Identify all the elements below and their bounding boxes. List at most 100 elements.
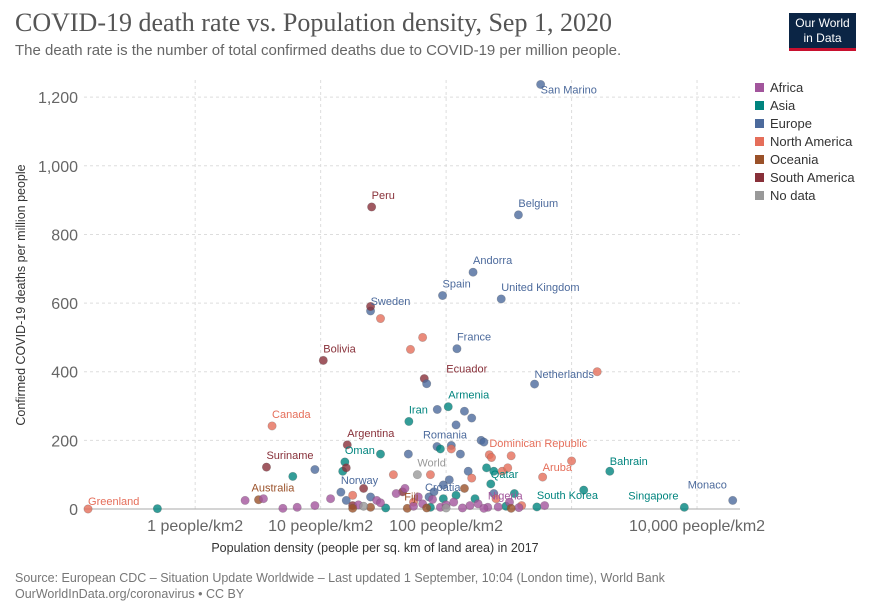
data-point-san-marino bbox=[536, 79, 546, 89]
data-point bbox=[567, 456, 577, 466]
y-tick-label: 800 bbox=[51, 227, 78, 244]
data-point bbox=[441, 503, 451, 513]
point-label-armenia: Armenia bbox=[448, 390, 490, 402]
data-point bbox=[457, 503, 467, 513]
data-point bbox=[425, 470, 435, 480]
legend-item-asia[interactable]: Asia bbox=[755, 96, 855, 114]
y-tick-label: 1,000 bbox=[38, 159, 78, 176]
data-point bbox=[405, 344, 415, 354]
data-point bbox=[310, 501, 320, 511]
point-label-france: France bbox=[457, 332, 491, 344]
x-tick-label: 10,000 people/km2 bbox=[629, 518, 765, 535]
legend-swatch bbox=[755, 154, 764, 164]
data-point bbox=[310, 465, 320, 475]
data-point-belgium bbox=[513, 210, 523, 220]
data-point-bolivia bbox=[318, 355, 328, 365]
data-point bbox=[579, 485, 589, 495]
point-label-bolivia: Bolivia bbox=[323, 343, 356, 355]
x-tick-label: 1 people/km2 bbox=[147, 518, 243, 535]
point-label-united-kingdom: United Kingdom bbox=[501, 282, 579, 294]
data-points bbox=[83, 79, 738, 514]
point-label-dominican-republic: Dominican Republic bbox=[489, 438, 587, 450]
data-point bbox=[465, 501, 475, 511]
point-label-bahrain: Bahrain bbox=[610, 456, 648, 468]
data-point-peru bbox=[367, 202, 377, 212]
point-label-sweden: Sweden bbox=[371, 296, 411, 308]
data-point-aruba bbox=[538, 472, 548, 482]
legend-swatch bbox=[755, 172, 764, 182]
data-point bbox=[341, 463, 351, 473]
point-label-san-marino: San Marino bbox=[541, 84, 597, 96]
legend-label: Africa bbox=[770, 79, 804, 95]
y-axis-title: Confirmed COVID-19 deaths per million pe… bbox=[14, 164, 28, 425]
data-point bbox=[288, 471, 298, 481]
data-point-united-kingdom bbox=[496, 294, 506, 304]
credit-text[interactable]: OurWorldInData.org/coronavirus • CC BY bbox=[15, 587, 245, 601]
data-point-suriname bbox=[261, 462, 271, 472]
data-point bbox=[592, 367, 602, 377]
data-point-netherlands bbox=[530, 379, 540, 389]
grid-lines bbox=[84, 80, 740, 509]
data-point-france bbox=[452, 344, 462, 354]
point-label-norway: Norway bbox=[341, 475, 379, 487]
data-point-south-korea bbox=[532, 502, 542, 512]
point-label-belgium: Belgium bbox=[518, 198, 558, 210]
data-point bbox=[258, 494, 268, 504]
point-label-andorra: Andorra bbox=[473, 255, 513, 267]
data-point-monaco bbox=[728, 495, 738, 505]
legend-item-north-america[interactable]: North America bbox=[755, 132, 855, 150]
legend-label: South America bbox=[770, 169, 855, 185]
legend-item-oceania[interactable]: Oceania bbox=[755, 150, 855, 168]
data-point bbox=[388, 470, 398, 480]
point-label-greenland: Greenland bbox=[88, 496, 139, 508]
data-point bbox=[486, 453, 496, 463]
data-point-canada bbox=[267, 421, 277, 431]
data-point bbox=[359, 501, 369, 511]
chart-title: COVID-19 death rate vs. Population densi… bbox=[15, 8, 612, 37]
data-point-singapore bbox=[679, 502, 689, 512]
data-point bbox=[540, 501, 550, 511]
legend-item-africa[interactable]: Africa bbox=[755, 78, 855, 96]
data-point bbox=[422, 503, 432, 513]
point-label-ecuador: Ecuador bbox=[446, 364, 487, 376]
data-point bbox=[428, 494, 438, 504]
point-label-canada: Canada bbox=[272, 409, 311, 421]
data-point bbox=[491, 494, 501, 504]
legend-label: Europe bbox=[770, 115, 812, 131]
data-point bbox=[467, 473, 477, 483]
legend-item-south-america[interactable]: South America bbox=[755, 168, 855, 186]
data-point bbox=[341, 495, 351, 505]
point-label-monaco: Monaco bbox=[688, 479, 727, 491]
logo-line-1: Our World bbox=[795, 16, 850, 30]
legend-swatch bbox=[755, 136, 764, 146]
data-point bbox=[409, 501, 419, 511]
data-point-spain bbox=[438, 291, 448, 301]
chart-subtitle: The death rate is the number of total co… bbox=[15, 42, 622, 59]
data-point bbox=[482, 463, 492, 473]
data-point bbox=[292, 502, 302, 512]
data-point bbox=[400, 483, 410, 493]
point-label-fiji: Fiji bbox=[404, 491, 418, 503]
data-point bbox=[509, 489, 519, 499]
legend-item-no-data[interactable]: No data bbox=[755, 186, 855, 204]
legend-item-europe[interactable]: Europe bbox=[755, 114, 855, 132]
point-label-suriname: Suriname bbox=[266, 450, 313, 462]
data-point bbox=[432, 404, 442, 414]
data-point bbox=[493, 502, 503, 512]
data-point bbox=[422, 379, 432, 389]
data-point bbox=[467, 413, 477, 423]
data-point bbox=[459, 483, 469, 493]
data-point-iran bbox=[404, 416, 414, 426]
point-label-iran: Iran bbox=[409, 404, 428, 416]
data-point bbox=[444, 475, 454, 485]
data-point-andorra bbox=[468, 267, 478, 277]
owid-logo[interactable]: Our World in Data bbox=[789, 13, 856, 51]
data-point bbox=[473, 499, 483, 509]
data-point-armenia bbox=[443, 402, 453, 412]
data-point-qatar bbox=[486, 479, 496, 489]
data-point bbox=[326, 494, 336, 504]
x-tick-label: 10 people/km2 bbox=[268, 518, 373, 535]
logo-line-2: in Data bbox=[803, 31, 842, 45]
data-point bbox=[446, 444, 456, 454]
data-point bbox=[506, 503, 516, 513]
